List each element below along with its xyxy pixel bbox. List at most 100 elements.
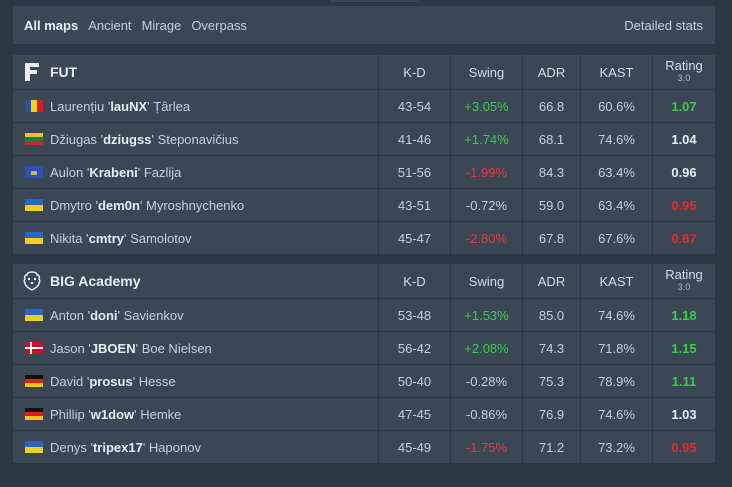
swing-cell: +2.08% bbox=[451, 332, 523, 364]
rating-cell: 0.95 bbox=[671, 197, 697, 213]
flag-germany-icon bbox=[25, 408, 43, 420]
adr-cell: 71.2 bbox=[523, 431, 581, 463]
detailed-stats-link[interactable]: Detailed stats bbox=[624, 17, 703, 33]
swing-cell: -1.99% bbox=[451, 156, 523, 188]
player-nickname: JBOEN bbox=[90, 340, 136, 356]
player-row: David 'prosus' Hesse 50-40 -0.28% 75.3 78.9%… bbox=[13, 365, 715, 397]
player-name[interactable]: Nikita 'cmtry' Samolotov bbox=[50, 231, 192, 246]
rating-cell: 0.95 bbox=[671, 439, 697, 455]
player-first-name: Nikita ' bbox=[50, 230, 89, 246]
kast-cell: 67.6% bbox=[581, 222, 653, 254]
player-name-cell[interactable]: Aulon 'Krabeni' Fazlija bbox=[13, 156, 379, 188]
swing-header[interactable]: Swing bbox=[451, 264, 523, 298]
player-name[interactable]: Phillip 'w1dow' Hemke bbox=[50, 407, 181, 422]
adr-header[interactable]: ADR bbox=[523, 55, 581, 89]
player-name[interactable]: David 'prosus' Hesse bbox=[50, 374, 176, 389]
tab-all-maps[interactable]: All maps bbox=[24, 17, 79, 33]
tab-overpass[interactable]: Overpass bbox=[191, 17, 247, 33]
kast-header[interactable]: KAST bbox=[581, 264, 653, 298]
rating-cell: 1.03 bbox=[671, 406, 697, 422]
player-name[interactable]: Dmytro 'dem0n' Myroshnychenko bbox=[50, 198, 244, 213]
player-name-cell[interactable]: Jason 'JBOEN' Boe Nielsen bbox=[13, 332, 379, 364]
player-name-cell[interactable]: Denys 'tripex17' Haponov bbox=[13, 431, 379, 463]
player-first-name: Laurențiu ' bbox=[50, 98, 111, 114]
player-first-name: David ' bbox=[50, 373, 90, 389]
kast-cell: 63.4% bbox=[581, 156, 653, 188]
kd-cell: 53-48 bbox=[379, 299, 451, 331]
kast-cell: 78.9% bbox=[581, 365, 653, 397]
player-name[interactable]: Aulon 'Krabeni' Fazlija bbox=[50, 165, 181, 180]
adr-cell: 84.3 bbox=[523, 156, 581, 188]
tab-ancient[interactable]: Ancient bbox=[88, 17, 132, 33]
player-row: Jason 'JBOEN' Boe Nielsen 56-42 +2.08% 74.3… bbox=[13, 332, 715, 364]
rating-title: Rating 3.0 bbox=[665, 59, 703, 84]
player-first-name: Phillip ' bbox=[50, 406, 91, 422]
swing-cell: -1.75% bbox=[451, 431, 523, 463]
top-scroll-nub bbox=[330, 0, 420, 2]
player-row: Anton 'doni' Savienkov 53-48 +1.53% 85.0 74.… bbox=[13, 299, 715, 331]
player-name[interactable]: Džiugas 'dziugss' Steponavičius bbox=[50, 132, 239, 147]
player-first-name: Džiugas ' bbox=[50, 131, 104, 147]
rating-cell: 1.04 bbox=[671, 131, 697, 147]
kast-header[interactable]: KAST bbox=[581, 55, 653, 89]
player-name-cell[interactable]: Laurențiu 'lauNX' Țârlea bbox=[13, 90, 379, 122]
kast-cell: 71.8% bbox=[581, 332, 653, 364]
rating-cell: 0.87 bbox=[671, 230, 697, 246]
player-name[interactable]: Laurențiu 'lauNX' Țârlea bbox=[50, 99, 190, 114]
map-filter-bar: All maps Ancient Mirage Overpass Detaile… bbox=[13, 6, 715, 44]
player-last-name: ' Boe Nielsen bbox=[135, 340, 212, 356]
kd-header[interactable]: K-D bbox=[379, 55, 451, 89]
player-name-cell[interactable]: Dmytro 'dem0n' Myroshnychenko bbox=[13, 189, 379, 221]
kd-cell: 47-45 bbox=[379, 398, 451, 430]
rating-header[interactable]: Rating 3.0 bbox=[653, 55, 715, 89]
player-name-cell[interactable]: Nikita 'cmtry' Samolotov bbox=[13, 222, 379, 254]
adr-cell: 75.3 bbox=[523, 365, 581, 397]
player-nickname: lauNX bbox=[110, 98, 148, 114]
player-first-name: Denys ' bbox=[50, 439, 93, 455]
adr-header[interactable]: ADR bbox=[523, 264, 581, 298]
swing-cell: +1.53% bbox=[451, 299, 523, 331]
flag-kosovo-icon bbox=[25, 166, 43, 178]
player-row: Dmytro 'dem0n' Myroshnychenko 43-51 -0.72%… bbox=[13, 189, 715, 221]
rating-title: Rating 3.0 bbox=[665, 267, 703, 293]
swing-cell: -2.80% bbox=[451, 222, 523, 254]
team-name[interactable]: FUT bbox=[50, 64, 78, 80]
team-name-cell: BIG Academy bbox=[13, 264, 379, 298]
kd-cell: 56-42 bbox=[379, 332, 451, 364]
swing-header[interactable]: Swing bbox=[451, 55, 523, 89]
player-name-cell[interactable]: Džiugas 'dziugss' Steponavičius bbox=[13, 123, 379, 155]
player-name-cell[interactable]: Anton 'doni' Savienkov bbox=[13, 299, 379, 331]
rating-header[interactable]: Rating 3.0 bbox=[653, 264, 715, 298]
team-header: BIG Academy K-D Swing ADR KAST Rating 3.0 bbox=[13, 264, 715, 298]
kast-cell: 60.6% bbox=[581, 90, 653, 122]
kd-cell: 45-47 bbox=[379, 222, 451, 254]
tab-mirage[interactable]: Mirage bbox=[141, 17, 182, 33]
player-row: Denys 'tripex17' Haponov 45-49 -1.75% 71.2 7… bbox=[13, 431, 715, 463]
player-name[interactable]: Denys 'tripex17' Haponov bbox=[50, 440, 201, 455]
swing-cell: -0.28% bbox=[451, 365, 523, 397]
rating-version: 3.0 bbox=[677, 73, 691, 83]
player-name-cell[interactable]: David 'prosus' Hesse bbox=[13, 365, 379, 397]
player-first-name: Anton ' bbox=[50, 307, 91, 323]
rating-cell: 0.96 bbox=[671, 164, 697, 180]
big-logo-icon bbox=[22, 270, 42, 292]
rating-version: 3.0 bbox=[677, 282, 691, 292]
kast-cell: 74.6% bbox=[581, 299, 653, 331]
kd-header[interactable]: K-D bbox=[379, 264, 451, 298]
player-name-cell[interactable]: Phillip 'w1dow' Hemke bbox=[13, 398, 379, 430]
player-name[interactable]: Jason 'JBOEN' Boe Nielsen bbox=[50, 341, 212, 356]
player-last-name: ' Savienkov bbox=[117, 307, 184, 323]
player-first-name: Dmytro ' bbox=[50, 197, 98, 213]
adr-cell: 67.8 bbox=[523, 222, 581, 254]
rating-label: Rating bbox=[665, 267, 703, 282]
player-nickname: doni bbox=[90, 307, 118, 323]
player-name[interactable]: Anton 'doni' Savienkov bbox=[50, 308, 184, 323]
player-last-name: ' Țârlea bbox=[147, 98, 191, 114]
player-row: Laurențiu 'lauNX' Țârlea 43-54 +3.05% 66.8 6… bbox=[13, 90, 715, 122]
player-row: Phillip 'w1dow' Hemke 47-45 -0.86% 76.9 74.6… bbox=[13, 398, 715, 430]
player-first-name: Aulon ' bbox=[50, 164, 90, 180]
team-name[interactable]: BIG Academy bbox=[50, 273, 141, 289]
kd-cell: 51-56 bbox=[379, 156, 451, 188]
player-nickname: dem0n bbox=[97, 197, 140, 213]
player-nickname: Krabeni bbox=[89, 164, 138, 180]
